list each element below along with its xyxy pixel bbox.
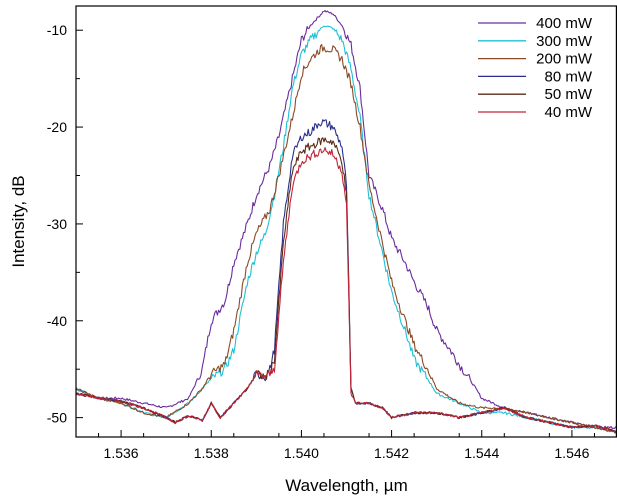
y-tick-label: -40	[47, 313, 67, 329]
x-tick-label: 1.538	[194, 445, 229, 461]
legend-label: 40 mW	[544, 104, 592, 121]
y-axis-title: Intensity, dB	[9, 175, 28, 267]
x-tick-label: 1.542	[374, 445, 409, 461]
y-tick-label: -20	[47, 119, 67, 135]
x-tick-label: 1.540	[284, 445, 319, 461]
legend-label: 200 mW	[536, 51, 593, 68]
legend-label: 400 mW	[536, 15, 593, 32]
x-tick-label: 1.544	[464, 445, 499, 461]
y-tick-label: -50	[47, 410, 67, 426]
series-layer	[76, 10, 617, 434]
legend-label: 80 mW	[544, 68, 592, 85]
plot-frame	[75, 5, 617, 438]
series-line-5	[76, 147, 617, 433]
series-line-3	[76, 119, 617, 434]
legend-label: 300 mW	[536, 33, 593, 50]
x-tick-label: 1.536	[104, 445, 139, 461]
y-tick-label: -30	[47, 216, 67, 232]
x-tick-label: 1.546	[554, 445, 589, 461]
x-axis-title: Wavelength, µm	[285, 476, 408, 495]
series-line-1	[76, 25, 617, 433]
legend-label: 50 mW	[544, 86, 592, 103]
series-line-2	[76, 43, 617, 434]
y-tick-label: -10	[47, 22, 67, 38]
ticks-layer: 1.536 1.538 1.540 1.542 1.544 1.546 -50 -40 -30 -…	[47, 22, 595, 461]
